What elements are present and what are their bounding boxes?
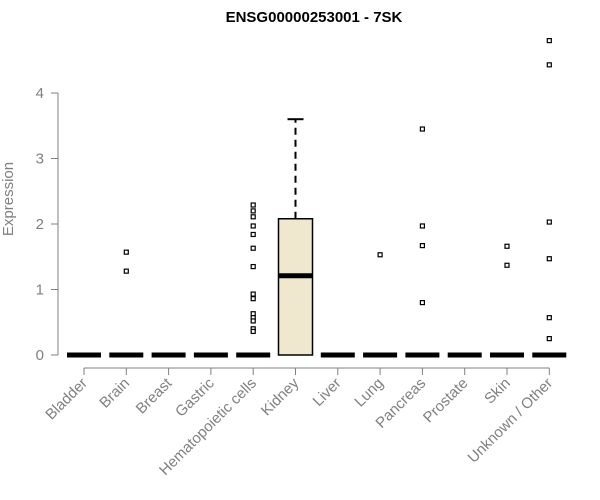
outlier-point [504, 243, 510, 249]
outlier-point [250, 296, 256, 302]
y-tick-label: 0 [36, 347, 44, 364]
box-kidney [277, 118, 314, 356]
x-tick-label: Kidney [258, 374, 303, 419]
box-lung [363, 252, 398, 358]
box-unknown-other [532, 37, 567, 358]
x-tick-label: Bladder [42, 375, 91, 424]
y-tick-label: 4 [36, 85, 44, 102]
outlier-point [250, 208, 256, 214]
y-axis-label: Expression [0, 162, 17, 236]
outlier-point [546, 256, 552, 262]
outlier-point [546, 219, 552, 225]
y-tick-label: 3 [36, 151, 44, 168]
boxes-layer [67, 37, 567, 358]
y-axis: 0 1 2 3 4 [36, 85, 59, 364]
outlier-point [250, 231, 256, 238]
box-skin [490, 243, 524, 358]
outlier-point [546, 336, 552, 342]
x-tick-label: Breast [133, 374, 176, 417]
x-tick-label: Brain [96, 375, 133, 412]
x-tick-label: Prostate [420, 375, 472, 427]
box-brain [109, 249, 144, 358]
x-tick-label: Liver [310, 375, 345, 410]
y-tick-label: 2 [36, 216, 44, 233]
outlier-point [250, 245, 256, 251]
x-tick-label: Lung [351, 375, 387, 411]
x-tick-label: Skin [481, 375, 514, 408]
outlier-point [250, 263, 256, 270]
chart-title: ENSG00000253001 - 7SK [226, 9, 403, 26]
outlier-point [123, 268, 129, 274]
outlier-point [546, 62, 552, 68]
outlier-point [419, 223, 425, 229]
outlier-point [250, 328, 256, 335]
outlier-point [419, 243, 425, 249]
outlier-point [250, 318, 256, 324]
box-hematopoietic-cells [236, 202, 271, 358]
box-pancreas [405, 126, 440, 358]
outlier-point [250, 223, 256, 229]
box-iqr [277, 218, 314, 356]
outlier-point [546, 315, 552, 321]
outlier-point [419, 126, 425, 132]
outlier-point [504, 262, 510, 268]
outlier-point [377, 252, 383, 258]
outlier-point [250, 291, 256, 297]
outlier-point [250, 214, 256, 220]
outlier-point [250, 202, 256, 208]
outlier-point [123, 249, 129, 255]
y-tick-label: 1 [36, 282, 44, 299]
outlier-point [546, 37, 552, 44]
outlier-point [419, 300, 425, 306]
